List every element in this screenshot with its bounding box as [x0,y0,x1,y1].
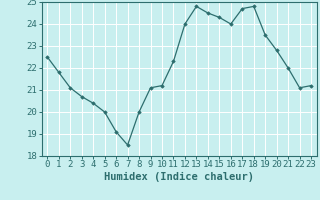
X-axis label: Humidex (Indice chaleur): Humidex (Indice chaleur) [104,172,254,182]
